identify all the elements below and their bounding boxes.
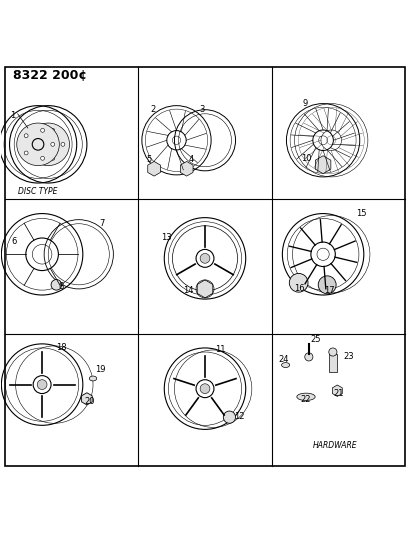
Circle shape (34, 134, 38, 138)
Text: 19: 19 (95, 366, 105, 374)
Circle shape (40, 128, 45, 132)
Text: 18: 18 (56, 343, 67, 352)
Circle shape (200, 254, 209, 263)
Text: 8: 8 (58, 282, 64, 291)
Polygon shape (197, 280, 212, 298)
Circle shape (304, 353, 312, 361)
Text: 21: 21 (333, 389, 343, 398)
Text: 17: 17 (324, 286, 334, 295)
Text: 22: 22 (300, 395, 310, 403)
Circle shape (40, 156, 45, 160)
Circle shape (37, 379, 47, 390)
Text: 15: 15 (355, 208, 365, 217)
Circle shape (34, 151, 38, 155)
Text: 9: 9 (302, 99, 307, 108)
Text: 23: 23 (343, 352, 353, 361)
Text: HARDWARE: HARDWARE (312, 441, 357, 450)
Text: 7: 7 (99, 219, 104, 228)
Polygon shape (332, 385, 342, 397)
Text: 6: 6 (11, 237, 17, 246)
Circle shape (200, 384, 209, 393)
Circle shape (51, 142, 54, 146)
Circle shape (289, 273, 307, 292)
Text: 24: 24 (278, 355, 288, 364)
Circle shape (61, 142, 65, 146)
Text: 1: 1 (10, 111, 16, 120)
Circle shape (317, 276, 335, 294)
Text: 8322 200¢: 8322 200¢ (13, 69, 87, 82)
Circle shape (51, 128, 54, 132)
Text: 3: 3 (198, 105, 204, 114)
Text: 14: 14 (182, 286, 193, 295)
Circle shape (51, 279, 61, 290)
Bar (328, 354, 336, 373)
Polygon shape (315, 156, 330, 174)
Text: 2: 2 (150, 105, 155, 114)
Polygon shape (180, 161, 193, 176)
Ellipse shape (89, 376, 97, 381)
Ellipse shape (281, 362, 289, 367)
Text: 16: 16 (294, 284, 304, 293)
Text: DISC TYPE: DISC TYPE (18, 187, 58, 196)
Polygon shape (81, 393, 92, 405)
Circle shape (24, 134, 28, 138)
Text: 20: 20 (85, 397, 95, 406)
Text: 25: 25 (309, 335, 320, 344)
Text: 11: 11 (215, 345, 225, 354)
Text: 10: 10 (300, 155, 310, 164)
Circle shape (223, 411, 235, 423)
Polygon shape (147, 161, 160, 176)
Circle shape (27, 123, 70, 166)
Text: 5: 5 (146, 155, 152, 164)
Circle shape (17, 123, 59, 166)
Text: 12: 12 (234, 412, 244, 421)
Circle shape (24, 151, 28, 155)
Text: 4: 4 (188, 155, 193, 164)
Text: 13: 13 (161, 233, 171, 242)
Circle shape (328, 348, 336, 356)
Circle shape (51, 156, 54, 160)
Ellipse shape (296, 393, 315, 400)
